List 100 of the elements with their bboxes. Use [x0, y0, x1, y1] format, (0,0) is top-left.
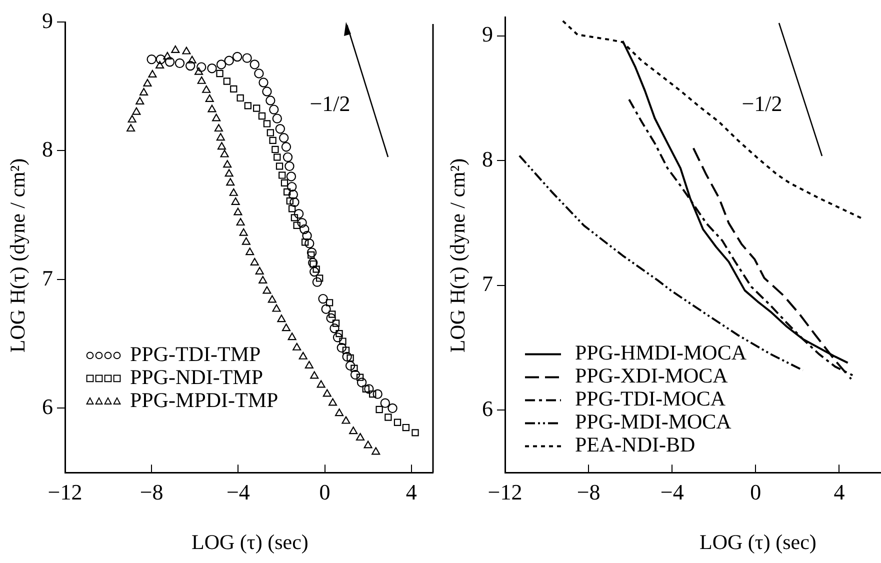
point — [286, 197, 294, 205]
point — [278, 172, 286, 179]
point — [342, 416, 350, 424]
x-tick-label: −12 — [48, 480, 82, 505]
point — [196, 62, 206, 72]
legend-label: PEA-NDI-BD — [575, 432, 696, 457]
y-axis-title: LOG H(τ) (dyne / cm²) — [446, 158, 471, 352]
annotation: −1/2 — [310, 90, 350, 116]
x-tick-label: 0 — [319, 480, 330, 505]
point — [280, 179, 288, 187]
point — [294, 208, 304, 219]
point — [275, 124, 286, 134]
point — [272, 146, 279, 154]
point — [207, 64, 217, 74]
point — [220, 150, 229, 158]
point — [258, 276, 268, 284]
point — [330, 324, 340, 334]
point — [224, 169, 234, 177]
point — [281, 142, 292, 152]
point — [372, 389, 382, 399]
legend-label: PPG-MDI-MOCA — [575, 410, 732, 434]
point — [208, 104, 216, 112]
x-tick-label: −8 — [576, 480, 600, 505]
point — [156, 54, 166, 64]
point — [244, 102, 252, 110]
y-tick-label: 8 — [42, 136, 53, 162]
x-tick-label: −8 — [140, 480, 164, 505]
point — [287, 182, 297, 192]
point — [350, 370, 360, 380]
point — [263, 120, 271, 128]
point — [262, 286, 272, 294]
point — [236, 94, 244, 102]
point — [394, 418, 402, 426]
x-axis-title: LOG (τ) (sec) — [700, 530, 816, 555]
point — [136, 96, 144, 105]
point — [298, 352, 308, 360]
x-tick-label: −4 — [226, 480, 250, 505]
point — [332, 332, 343, 342]
point — [376, 406, 383, 414]
legend-label: PPG-TDI-MOCA — [575, 386, 726, 411]
point — [302, 230, 312, 241]
point — [346, 354, 354, 362]
point — [356, 374, 364, 381]
legend-label: PPG-TDI-TMP — [130, 342, 261, 366]
point — [350, 364, 358, 372]
point — [306, 248, 317, 258]
legend-label: PPG-HMDI-MOCA — [575, 340, 748, 365]
point — [231, 197, 240, 205]
point — [148, 70, 157, 78]
point — [128, 114, 136, 123]
x-tick-label: −12 — [488, 480, 522, 505]
point — [288, 190, 298, 200]
point — [336, 342, 346, 353]
annotation: −1/2 — [742, 90, 782, 116]
point — [310, 260, 317, 268]
point — [310, 266, 320, 277]
point — [349, 426, 358, 434]
y-tick-label: 7 — [42, 265, 53, 290]
point — [345, 360, 356, 371]
point — [300, 224, 310, 234]
point — [321, 304, 331, 314]
point — [318, 294, 328, 304]
point — [246, 248, 254, 256]
point — [197, 76, 206, 84]
point — [282, 152, 293, 162]
point — [272, 304, 281, 312]
point — [402, 424, 410, 432]
point — [255, 266, 264, 274]
point — [293, 222, 300, 230]
point — [163, 52, 172, 60]
point — [217, 142, 226, 150]
x-tick-label: 0 — [750, 480, 762, 505]
point — [290, 214, 298, 222]
point — [282, 324, 291, 332]
point — [266, 96, 276, 106]
point — [292, 342, 302, 350]
point — [384, 414, 392, 421]
point — [412, 429, 419, 436]
point — [339, 338, 346, 345]
point — [369, 390, 376, 398]
point — [342, 352, 352, 362]
point — [290, 197, 300, 208]
point — [277, 314, 286, 322]
point — [279, 133, 289, 143]
y-tick-label: 9 — [42, 8, 53, 33]
point — [301, 238, 309, 246]
point — [332, 320, 340, 327]
point — [164, 57, 175, 67]
point — [342, 346, 350, 354]
point — [328, 398, 338, 406]
y-tick-label: 6 — [482, 396, 493, 421]
point — [312, 266, 320, 273]
point — [388, 403, 398, 414]
point — [194, 67, 204, 75]
point — [242, 53, 252, 63]
point — [272, 114, 282, 124]
point — [171, 45, 180, 54]
point — [223, 78, 231, 85]
point — [364, 384, 374, 394]
point — [188, 56, 196, 64]
